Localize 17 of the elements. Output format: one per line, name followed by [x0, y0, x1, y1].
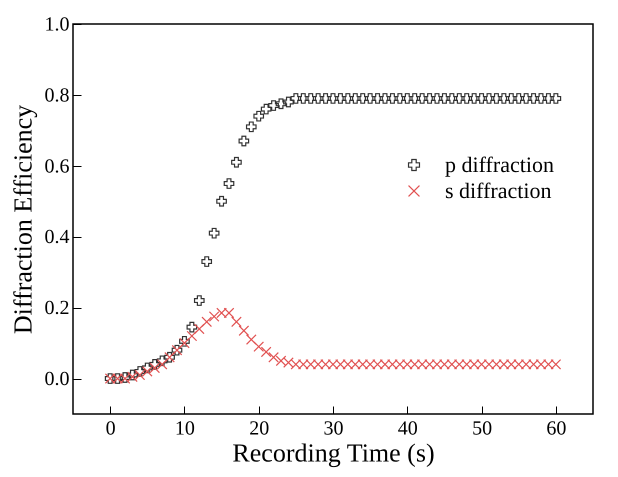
x-tick-label: 10	[174, 418, 195, 440]
x-tick-label: 40	[398, 418, 418, 440]
legend-label: p diffraction	[445, 152, 554, 177]
x-tick-label: 0	[106, 418, 116, 440]
x-tick-label: 60	[546, 418, 566, 440]
y-tick-label: 0.4	[44, 226, 70, 248]
legend-label: s diffraction	[445, 178, 552, 203]
y-axis-title: Diffraction Efficiency	[8, 104, 38, 334]
y-tick-label: 0.2	[44, 297, 70, 320]
y-tick-label: 1.0	[44, 14, 70, 36]
x-axis-title: Recording Time (s)	[232, 438, 435, 468]
y-tick-label: 0.0	[44, 368, 70, 390]
x-tick-label: 20	[249, 418, 270, 440]
y-tick-label: 0.8	[44, 84, 70, 106]
x-tick-label: 50	[472, 418, 492, 440]
x-tick-label: 30	[324, 418, 344, 440]
y-tick-label: 0.6	[44, 155, 70, 178]
